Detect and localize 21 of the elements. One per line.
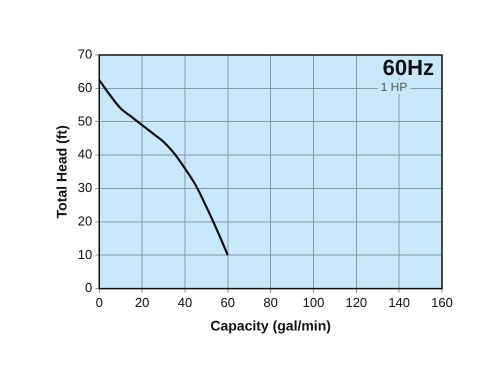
x-tick-label: 20 bbox=[134, 294, 150, 310]
y-tick-label: 10 bbox=[78, 246, 92, 262]
x-tick-label: 140 bbox=[388, 294, 410, 310]
y-tick-label: 70 bbox=[78, 46, 92, 62]
annotation: 1 HP bbox=[380, 80, 408, 94]
x-tick-label: 60 bbox=[220, 294, 236, 310]
x-tick-label: 40 bbox=[178, 294, 192, 310]
y-tick-label: 60 bbox=[78, 80, 92, 95]
x-tick-label: 120 bbox=[345, 294, 368, 310]
y-tick-label: 20 bbox=[78, 213, 92, 228]
y-tick-label: 30 bbox=[78, 180, 92, 196]
y-tick-label: 0 bbox=[85, 280, 92, 296]
annotation: 60Hz bbox=[382, 55, 434, 80]
y-tick-label: 40 bbox=[78, 146, 92, 162]
x-tick-label: 80 bbox=[263, 294, 278, 310]
x-tick-label: 160 bbox=[431, 294, 453, 310]
y-tick-label: 50 bbox=[78, 113, 92, 128]
x-tick-label: 100 bbox=[302, 294, 324, 310]
y-axis-title: Total Head (ft) bbox=[53, 125, 70, 218]
x-tick-label: 0 bbox=[96, 294, 103, 310]
x-axis-title: Capacity (gal/min) bbox=[210, 317, 331, 334]
